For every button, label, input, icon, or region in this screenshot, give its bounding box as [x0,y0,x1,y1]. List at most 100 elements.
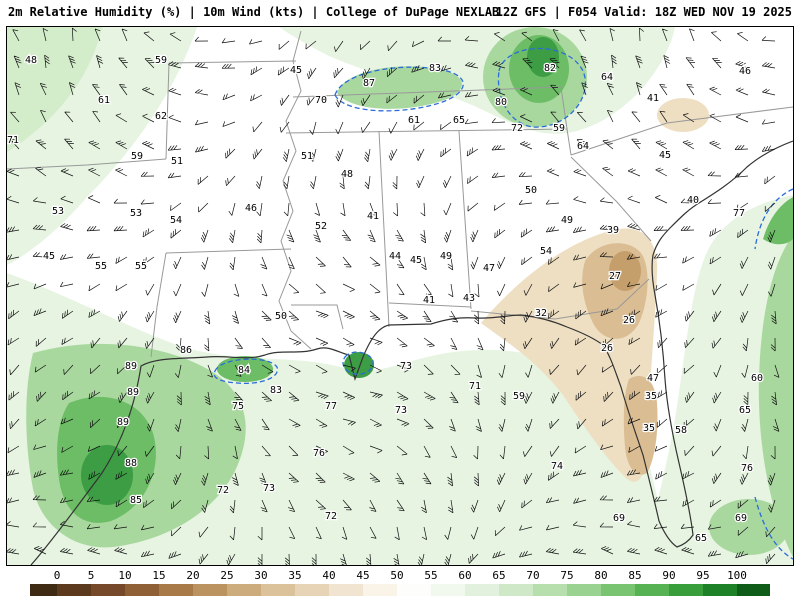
rh-80-contour [754,188,793,250]
colorbar-tick-65: 65 [492,569,506,582]
state-border [560,86,572,156]
colorbar-tick-70: 70 [526,569,540,582]
state-border [570,106,793,156]
colorbar-segment-15 [159,584,193,596]
state-border [292,86,562,98]
colorbar-tick-60: 60 [458,569,472,582]
humidity-value: 65 [695,533,707,544]
humidity-value: 59 [155,55,167,66]
humidity-value: 88 [125,458,137,469]
humidity-value: 87 [363,78,375,89]
humidity-value: 59 [553,123,565,134]
colorbar-tick-25: 25 [220,569,234,582]
colorbar-tick-100: 100 [727,569,747,582]
humidity-value: 58 [675,425,687,436]
colorbar: 0 5 10 15 20 25 30 35 40 45 50 55 60 65 70 75 80 85 90 95 10… [0,568,800,600]
humidity-value: 55 [95,261,107,272]
state-border [291,304,344,330]
humidity-value: 71 [469,381,481,392]
humidity-value: 72 [511,123,523,134]
humidity-value: 52 [315,221,327,232]
humidity-value: 50 [525,185,537,196]
colorbar-tick-55: 55 [424,569,438,582]
humidity-value: 73 [263,483,275,494]
humidity-value: 51 [301,151,313,162]
rh-fill-atlantic-se-mid [709,499,789,555]
humidity-value: 53 [130,208,142,219]
rh-fill-dry-carolinas [657,98,709,132]
state-border [378,130,390,328]
rh-80-contour [213,358,278,385]
colorbar-segment-65 [499,584,533,596]
humidity-value: 27 [609,271,621,282]
colorbar-cap-right [737,584,770,596]
colorbar-segment-80 [601,584,635,596]
title-bar: 2m Relative Humidity (%) | 10m Wind (kts… [0,0,800,26]
colorbar-segment-75 [567,584,601,596]
humidity-value: 64 [601,72,613,83]
humidity-value: 54 [170,215,182,226]
humidity-value: 46 [245,203,257,214]
rh-80-contour [342,351,374,375]
humidity-value: 72 [217,485,229,496]
colorbar-tick-80: 80 [594,569,608,582]
state-border [278,30,312,350]
colorbar-tick-45: 45 [356,569,370,582]
humidity-value: 54 [540,246,552,257]
humidity-value: 77 [733,208,745,219]
rh-fill-appalachia-dark [527,37,559,77]
humidity-value: 47 [483,263,495,274]
state-border [165,248,292,254]
humidity-value: 76 [313,448,325,459]
state-border [165,62,170,160]
colorbar-tick-85: 85 [628,569,642,582]
colorbar-segment-5 [91,584,125,596]
colorbar-segment-0 [57,584,91,596]
humidity-value: 49 [561,215,573,226]
humidity-value: 83 [429,63,441,74]
colorbar-tick-35: 35 [288,569,302,582]
humidity-value: 65 [739,405,751,416]
humidity-value: 49 [440,251,452,262]
humidity-value: 40 [687,195,699,206]
humidity-value: 45 [290,65,302,76]
humidity-wind-map: 48 59 45 87 83 82 64 46 61 62 70 61 65 80 72 59 64 41 45 40… [7,27,793,565]
colorbar-tick-30: 30 [254,569,268,582]
humidity-value: 71 [7,135,19,146]
rh-fill-atlantic [643,195,793,565]
humidity-value: 50 [275,311,287,322]
colorbar-segment-20 [193,584,227,596]
humidity-value: 89 [117,417,129,428]
rh-80-contour [497,47,586,128]
humidity-value: 69 [735,513,747,524]
humidity-value: 59 [131,151,143,162]
state-border [150,252,167,358]
colorbar-segment-40 [329,584,363,596]
wind-barbs [7,27,780,565]
colorbar-tick-10: 10 [118,569,132,582]
humidity-value: 82 [544,63,556,74]
rh-fill-tennessee-mid [337,66,462,109]
humidity-value: 64 [577,141,589,152]
humidity-value: 35 [643,423,655,434]
state-border [458,130,472,310]
humidity-value: 89 [127,387,139,398]
rh-fill-tennessee-band [279,27,675,134]
colorbar-segment-30 [261,584,295,596]
rh-80-contour [334,66,464,112]
humidity-value: 41 [367,211,379,222]
colorbar-tick-40: 40 [322,569,336,582]
rh-fill-louisiana-coast [217,355,273,383]
state-border [168,60,297,64]
humidity-value: 62 [155,111,167,122]
colorbar-tick-95: 95 [696,569,710,582]
humidity-value: 89 [125,361,137,372]
colorbar-ticks: 0 5 10 15 20 25 30 35 40 45 50 55 60 65 70 75 80 85 90 95 10… [0,569,800,583]
colorbar-segment-25 [227,584,261,596]
colorbar-segment-85 [635,584,669,596]
colorbar-tick-0: 0 [53,569,61,582]
colorbar-segment-90 [669,584,703,596]
humidity-value: 44 [389,251,401,262]
humidity-value: 73 [395,405,407,416]
